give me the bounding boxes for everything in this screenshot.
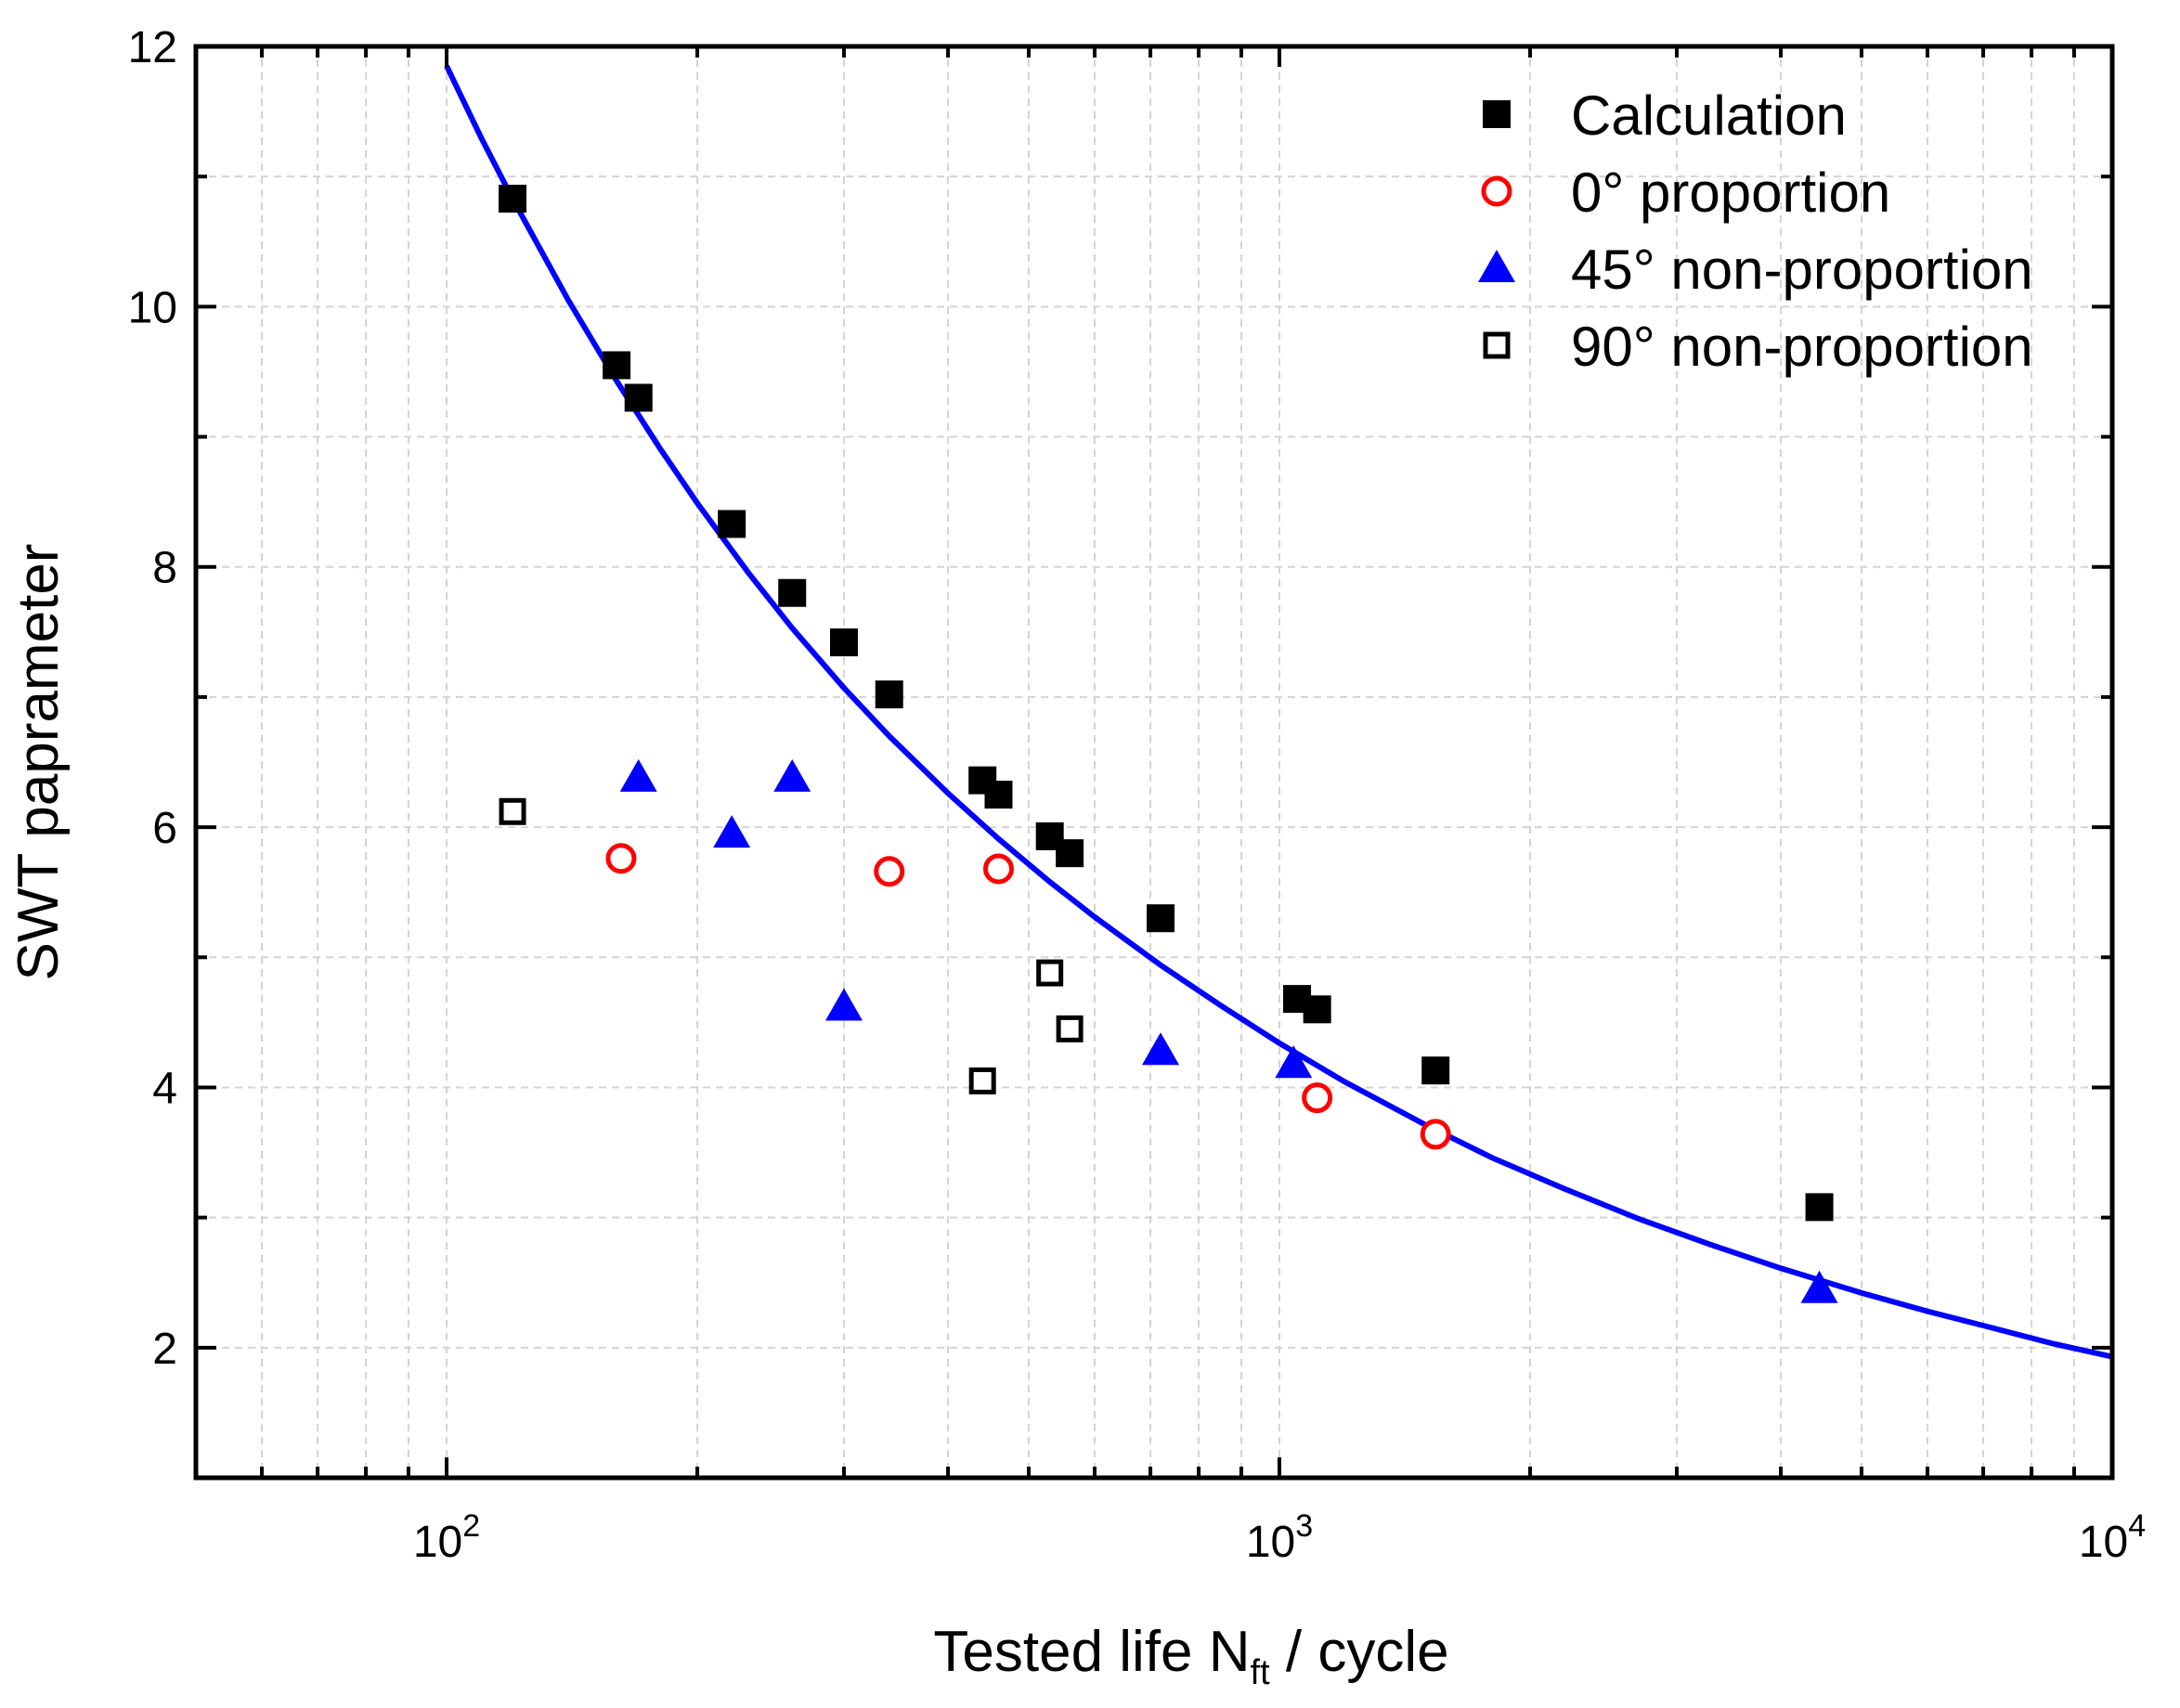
series-1-point	[605, 843, 637, 874]
x-axis-title: Tested life Nft / cycle	[933, 1620, 1448, 1692]
x-axis-title-main: Tested life N	[933, 1620, 1250, 1684]
series-1-point	[1420, 1119, 1451, 1150]
series-0-point	[1056, 839, 1084, 868]
x-tick-label-exponent: 2	[462, 1508, 480, 1544]
series-0-point	[778, 578, 807, 607]
series-2-point	[773, 758, 811, 792]
data-markers	[499, 185, 1838, 1303]
series-0-point	[984, 781, 1013, 809]
legend-label: 45° non-proportion	[1571, 239, 2033, 301]
fit-curve-layer	[444, 64, 2112, 1360]
series-0-point	[603, 351, 631, 380]
y-tick-label: 6	[152, 804, 177, 853]
x-tick-label-base: 10	[2079, 1518, 2128, 1567]
fit-curve-line	[444, 64, 2112, 1360]
x-axis-title-tail: / cycle	[1270, 1620, 1449, 1684]
legend-marker	[1478, 250, 1515, 282]
series-2-point	[1800, 1270, 1838, 1303]
series-0-point	[624, 383, 653, 412]
series-2-markers	[619, 758, 1838, 1303]
grid-lines	[196, 46, 2112, 1478]
legend-label: 90° non-proportion	[1571, 316, 2033, 378]
x-tick-label: 102	[413, 1508, 480, 1567]
plot-frame	[193, 44, 2115, 1481]
series-3-point	[968, 1067, 996, 1094]
series-3-point	[1036, 959, 1064, 987]
series-0-point	[1303, 995, 1331, 1024]
y-axis-title: SWT paprameter	[6, 544, 71, 981]
series-1-point	[1302, 1082, 1333, 1114]
legend-marker	[1483, 331, 1511, 359]
series-0-markers	[499, 185, 1834, 1222]
legend-marker	[1483, 100, 1511, 128]
legend-item: Calculation	[1483, 84, 1847, 147]
series-2-point	[1142, 1032, 1180, 1066]
series-0-point	[499, 185, 527, 214]
series-3-point	[499, 797, 526, 825]
series-3-markers	[499, 797, 1084, 1094]
series-2-point	[1275, 1045, 1313, 1079]
x-tick-label-exponent: 4	[2128, 1508, 2146, 1544]
series-0-point	[1421, 1056, 1450, 1085]
x-axis-title-subscript: ft	[1251, 1653, 1271, 1692]
series-1-point	[874, 856, 905, 887]
series-1-markers	[605, 843, 1451, 1150]
x-tick-label: 103	[1246, 1508, 1313, 1567]
series-2-point	[824, 988, 863, 1021]
series-2-point	[619, 758, 657, 792]
y-tick-label: 2	[152, 1325, 177, 1374]
legend-item: 90° non-proportion	[1483, 316, 2033, 378]
legend-label: Calculation	[1571, 84, 1847, 147]
y-tick-label: 12	[128, 23, 177, 72]
series-0-point	[1805, 1193, 1834, 1222]
x-tick-label-base: 10	[1246, 1518, 1295, 1567]
legend-marker	[1481, 175, 1512, 207]
x-tick-label-exponent: 3	[1295, 1508, 1313, 1544]
series-3-point	[1056, 1015, 1084, 1042]
y-tick-label: 10	[128, 283, 177, 332]
y-tick-label: 8	[152, 544, 177, 593]
series-1-point	[983, 853, 1015, 885]
legend-item: 45° non-proportion	[1478, 239, 2033, 301]
series-0-point	[829, 628, 858, 657]
legend-item: 0° proportion	[1481, 162, 1890, 224]
series-0-point	[718, 510, 746, 538]
legend: Calculation 0° proportion 45° non-proporti…	[1478, 84, 2033, 378]
legend-label: 0° proportion	[1571, 162, 1890, 224]
axis-ticks	[194, 45, 2114, 1480]
series-0-point	[1147, 904, 1175, 933]
series-2-point	[713, 815, 751, 848]
series-0-point	[875, 680, 903, 709]
y-tick-label: 4	[152, 1064, 177, 1113]
x-tick-label: 104	[2079, 1508, 2146, 1567]
x-tick-label-base: 10	[413, 1518, 462, 1567]
